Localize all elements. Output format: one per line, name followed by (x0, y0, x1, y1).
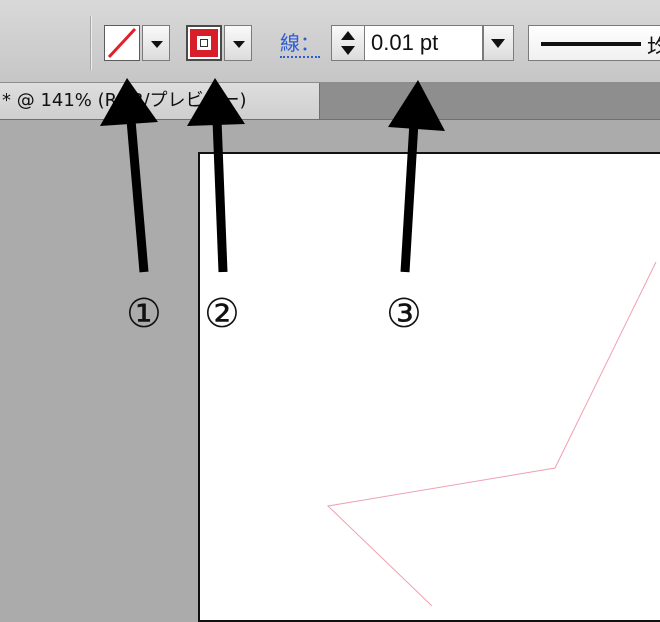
stroke-panel-link[interactable]: 線： (280, 33, 320, 58)
stroke-color-swatch-icon (190, 29, 218, 57)
stroke-weight-input[interactable]: 0.01 pt (365, 25, 483, 61)
no-fill-slash-icon (107, 27, 137, 59)
annotation-overlay: ① ② ③ (100, 78, 657, 606)
callout-3: ③ (386, 291, 422, 337)
arrow-1 (100, 78, 158, 273)
arrow-2 (187, 78, 245, 273)
variable-width-profile-select[interactable]: 均 (528, 25, 660, 61)
stroke-weight-stepper[interactable] (331, 25, 365, 61)
callout-2: ② (204, 291, 240, 337)
stroke-swatch[interactable] (186, 25, 222, 61)
stroke-weight-dropdown-button[interactable] (483, 25, 514, 61)
control-panel-toolbar: 線： 0.01 pt 均 (0, 0, 660, 83)
toolbar-separator (90, 16, 91, 70)
fill-dropdown-button[interactable] (142, 25, 170, 61)
increment-arrow-icon[interactable] (341, 31, 355, 40)
stroke-dropdown-button[interactable] (224, 25, 252, 61)
callout-1: ① (126, 291, 162, 337)
star-shape[interactable] (326, 261, 657, 606)
fill-swatch[interactable] (104, 25, 140, 61)
canvas-area[interactable] (0, 120, 660, 622)
decrement-arrow-icon[interactable] (341, 46, 355, 55)
uniform-profile-line-icon (541, 42, 641, 46)
arrow-3 (388, 80, 445, 273)
profile-label: 均 (647, 30, 660, 60)
